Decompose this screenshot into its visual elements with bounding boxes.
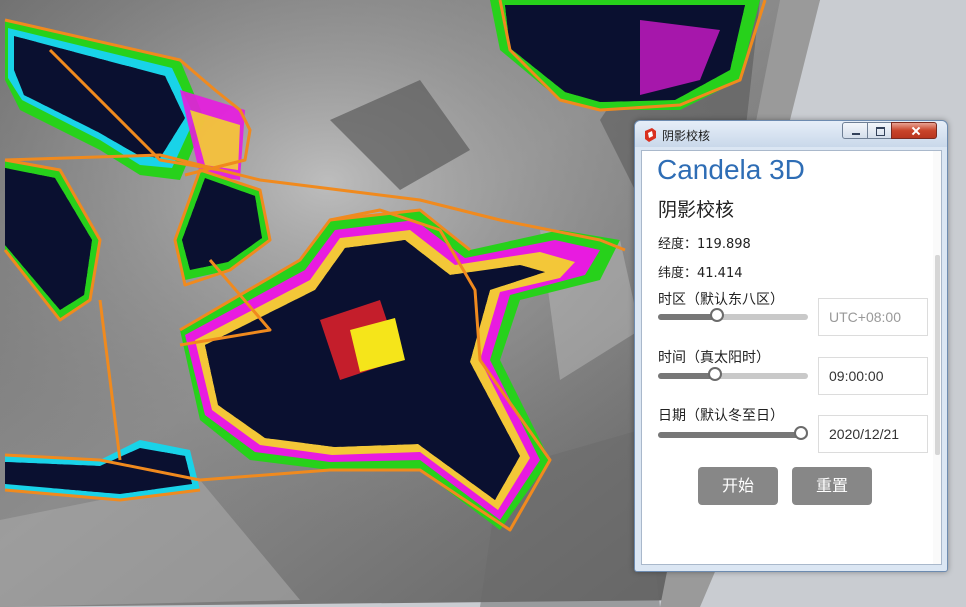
- timezone-slider[interactable]: [658, 308, 808, 322]
- timezone-label: 时区（默认东八区）: [658, 292, 784, 308]
- date-slider[interactable]: [658, 426, 808, 440]
- boundary-lines: [3, 0, 767, 532]
- scrollbar-thumb[interactable]: [935, 255, 940, 455]
- time-input[interactable]: 09:00:00: [818, 357, 928, 395]
- longitude-text: 经度：119.898: [658, 237, 751, 252]
- shadow-zones: [5, 0, 760, 530]
- time-slider[interactable]: [658, 367, 808, 381]
- page-subtitle: 阴影校核: [658, 199, 735, 221]
- time-label: 时间（真太阳时）: [658, 350, 770, 366]
- vertical-scrollbar[interactable]: [933, 151, 941, 564]
- sketchup-icon: [643, 127, 657, 142]
- reset-button[interactable]: 重置: [792, 467, 872, 505]
- close-button[interactable]: [891, 122, 937, 139]
- dialog-content: Candela 3D 阴影校核 经度：119.898 纬度：41.414 时区（…: [641, 150, 942, 565]
- start-button[interactable]: 开始: [698, 467, 778, 505]
- timezone-slider-thumb[interactable]: [710, 308, 724, 322]
- date-input[interactable]: 2020/12/21: [818, 415, 928, 453]
- date-label: 日期（默认冬至日）: [658, 408, 784, 424]
- dialog-title: 阴影校核: [662, 129, 711, 143]
- timezone-input[interactable]: UTC+08:00: [818, 298, 928, 336]
- shadow-check-dialog: 阴影校核 Candela 3D 阴影校核 经度：119.898 纬度：41.41…: [634, 120, 948, 572]
- brand-title: Candela 3D: [657, 154, 805, 185]
- latitude-text: 纬度：41.414: [658, 266, 743, 281]
- minimize-button[interactable]: [842, 122, 868, 139]
- dialog-titlebar[interactable]: 阴影校核: [635, 121, 947, 147]
- maximize-button[interactable]: [867, 122, 892, 139]
- timezone-slider-fill: [658, 314, 717, 320]
- time-slider-fill: [658, 373, 715, 379]
- time-slider-thumb[interactable]: [708, 367, 722, 381]
- date-slider-fill: [658, 432, 801, 438]
- date-slider-thumb[interactable]: [794, 426, 808, 440]
